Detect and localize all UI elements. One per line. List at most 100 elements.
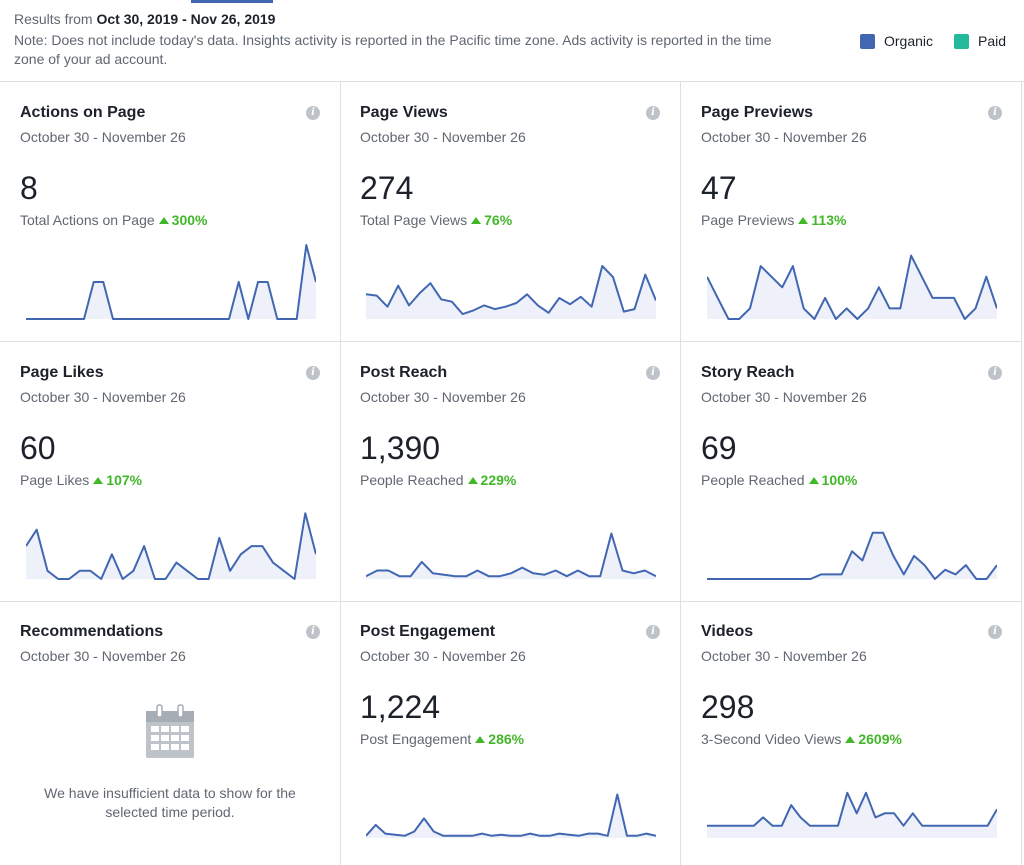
sparkline-series-organic xyxy=(366,532,656,578)
info-icon[interactable]: i xyxy=(306,625,320,639)
card-metric-label: 3-Second Video Views 2609% xyxy=(701,731,902,747)
card-value: 60 xyxy=(20,430,56,466)
legend-organic-label: Organic xyxy=(884,33,934,49)
card-story-reach[interactable]: Story Reach i October 30 - November 26 6… xyxy=(681,342,1022,602)
sparkline-chart xyxy=(707,254,997,320)
trend-up-badge: 107% xyxy=(93,472,142,488)
card-metric-label: People Reached 229% xyxy=(360,472,517,488)
sparkline-series-organic xyxy=(366,265,656,316)
trend-up-badge: 2609% xyxy=(845,731,902,747)
insights-cards-grid: Actions on Page i October 30 - November … xyxy=(0,82,1022,865)
card-date-range: October 30 - November 26 xyxy=(20,129,186,145)
sparkline-chart xyxy=(366,532,656,579)
trend-up-badge: 100% xyxy=(808,472,857,488)
results-header: Results from Oct 30, 2019 - Nov 26, 2019… xyxy=(0,0,1024,82)
sparkline-series-organic xyxy=(26,244,316,320)
card-date-range: October 30 - November 26 xyxy=(701,648,867,664)
triangle-up-icon xyxy=(798,217,809,224)
trend-up-badge: 229% xyxy=(467,472,516,488)
results-note: Note: Does not include today's data. Ins… xyxy=(14,32,772,67)
card-page-likes[interactable]: Page Likes i October 30 - November 26 60… xyxy=(0,342,341,602)
card-title: Story Reach xyxy=(701,364,795,381)
trend-up-badge: 300% xyxy=(158,212,207,228)
sparkline-series-organic xyxy=(366,793,656,837)
sparkline-chart xyxy=(366,793,656,838)
card-value: 1,390 xyxy=(360,430,441,466)
card-value: 1,224 xyxy=(360,689,441,725)
triangle-up-icon xyxy=(93,477,104,484)
card-actions-on-page[interactable]: Actions on Page i October 30 - November … xyxy=(0,82,341,342)
sparkline-series-organic xyxy=(707,254,997,320)
trend-up-badge: 76% xyxy=(471,212,512,228)
sparkline-area xyxy=(707,532,997,579)
sparkline-area xyxy=(26,513,316,579)
info-icon[interactable]: i xyxy=(988,366,1002,380)
triangle-up-icon xyxy=(158,217,169,224)
card-metric-label: Page Previews 113% xyxy=(701,212,847,228)
sparkline-series-organic xyxy=(707,531,997,580)
card-date-range: October 30 - November 26 xyxy=(20,648,186,664)
card-metric-label: Total Page Views 76% xyxy=(360,212,513,228)
card-title: Actions on Page xyxy=(20,104,146,121)
sparkline-area xyxy=(707,792,997,838)
card-metric-label: People Reached 100% xyxy=(701,472,858,488)
card-metric-label: Total Actions on Page 300% xyxy=(20,212,208,228)
calendar-icon xyxy=(146,704,194,758)
card-post-engagement[interactable]: Post Engagement i October 30 - November … xyxy=(340,601,681,865)
card-date-range: October 30 - November 26 xyxy=(701,389,867,405)
results-date-range: Oct 30, 2019 - Nov 26, 2019 xyxy=(96,11,276,27)
card-title: Page Likes xyxy=(20,364,104,381)
card-value: 69 xyxy=(701,430,737,466)
card-recommendations[interactable]: Recommendations i October 30 - November … xyxy=(0,601,341,865)
info-icon[interactable]: i xyxy=(988,106,1002,120)
sparkline-area xyxy=(707,255,997,319)
legend-organic[interactable]: Organic xyxy=(860,33,933,49)
card-videos[interactable]: Videos i October 30 - November 26 298 3-… xyxy=(681,601,1022,865)
card-metric-label: Post Engagement 286% xyxy=(360,731,525,747)
legend-organic-swatch xyxy=(860,33,875,49)
card-value: 298 xyxy=(701,689,755,725)
card-date-range: October 30 - November 26 xyxy=(20,389,186,405)
legend-paid[interactable]: Paid xyxy=(954,33,1006,49)
results-range: Results from Oct 30, 2019 - Nov 26, 2019 xyxy=(14,11,276,27)
trend-up-badge: 286% xyxy=(475,731,524,747)
legend-paid-label: Paid xyxy=(978,33,1007,49)
card-value: 274 xyxy=(360,170,414,206)
card-page-views[interactable]: Page Views i October 30 - November 26 27… xyxy=(340,82,681,342)
card-title: Recommendations xyxy=(20,623,164,640)
legend-paid-swatch xyxy=(954,33,969,49)
card-metric-label: Page Likes 107% xyxy=(20,472,143,488)
info-icon[interactable]: i xyxy=(988,625,1002,639)
sparkline-chart xyxy=(707,531,997,580)
sparkline-chart xyxy=(26,244,316,320)
card-date-range: October 30 - November 26 xyxy=(360,389,526,405)
empty-state-message: We have insufficient data to show for th… xyxy=(44,785,296,820)
card-title: Post Reach xyxy=(360,364,448,381)
card-post-reach[interactable]: Post Reach i October 30 - November 26 1,… xyxy=(340,342,681,602)
trend-up-badge: 113% xyxy=(798,212,846,228)
info-icon[interactable]: i xyxy=(646,366,660,380)
info-icon[interactable]: i xyxy=(306,106,320,120)
card-title: Page Views xyxy=(360,104,448,121)
info-icon[interactable]: i xyxy=(306,366,320,380)
sparkline-chart xyxy=(707,791,997,838)
card-title: Videos xyxy=(701,623,754,640)
sparkline-chart xyxy=(26,512,316,580)
triangle-up-icon xyxy=(475,736,486,743)
sparkline-series-organic xyxy=(707,791,997,827)
card-value: 8 xyxy=(20,170,38,206)
triangle-up-icon xyxy=(845,736,856,743)
sparkline-area xyxy=(26,245,316,319)
triangle-up-icon xyxy=(808,477,819,484)
sparkline-series-organic xyxy=(26,512,316,580)
card-title: Page Previews xyxy=(701,104,814,121)
card-date-range: October 30 - November 26 xyxy=(360,648,526,664)
card-page-previews[interactable]: Page Previews i October 30 - November 26… xyxy=(681,82,1022,342)
triangle-up-icon xyxy=(471,217,482,224)
info-icon[interactable]: i xyxy=(646,625,660,639)
info-icon[interactable]: i xyxy=(646,106,660,120)
triangle-up-icon xyxy=(467,477,478,484)
card-value: 47 xyxy=(701,170,737,206)
active-tab-indicator xyxy=(191,0,273,3)
card-title: Post Engagement xyxy=(360,623,496,640)
